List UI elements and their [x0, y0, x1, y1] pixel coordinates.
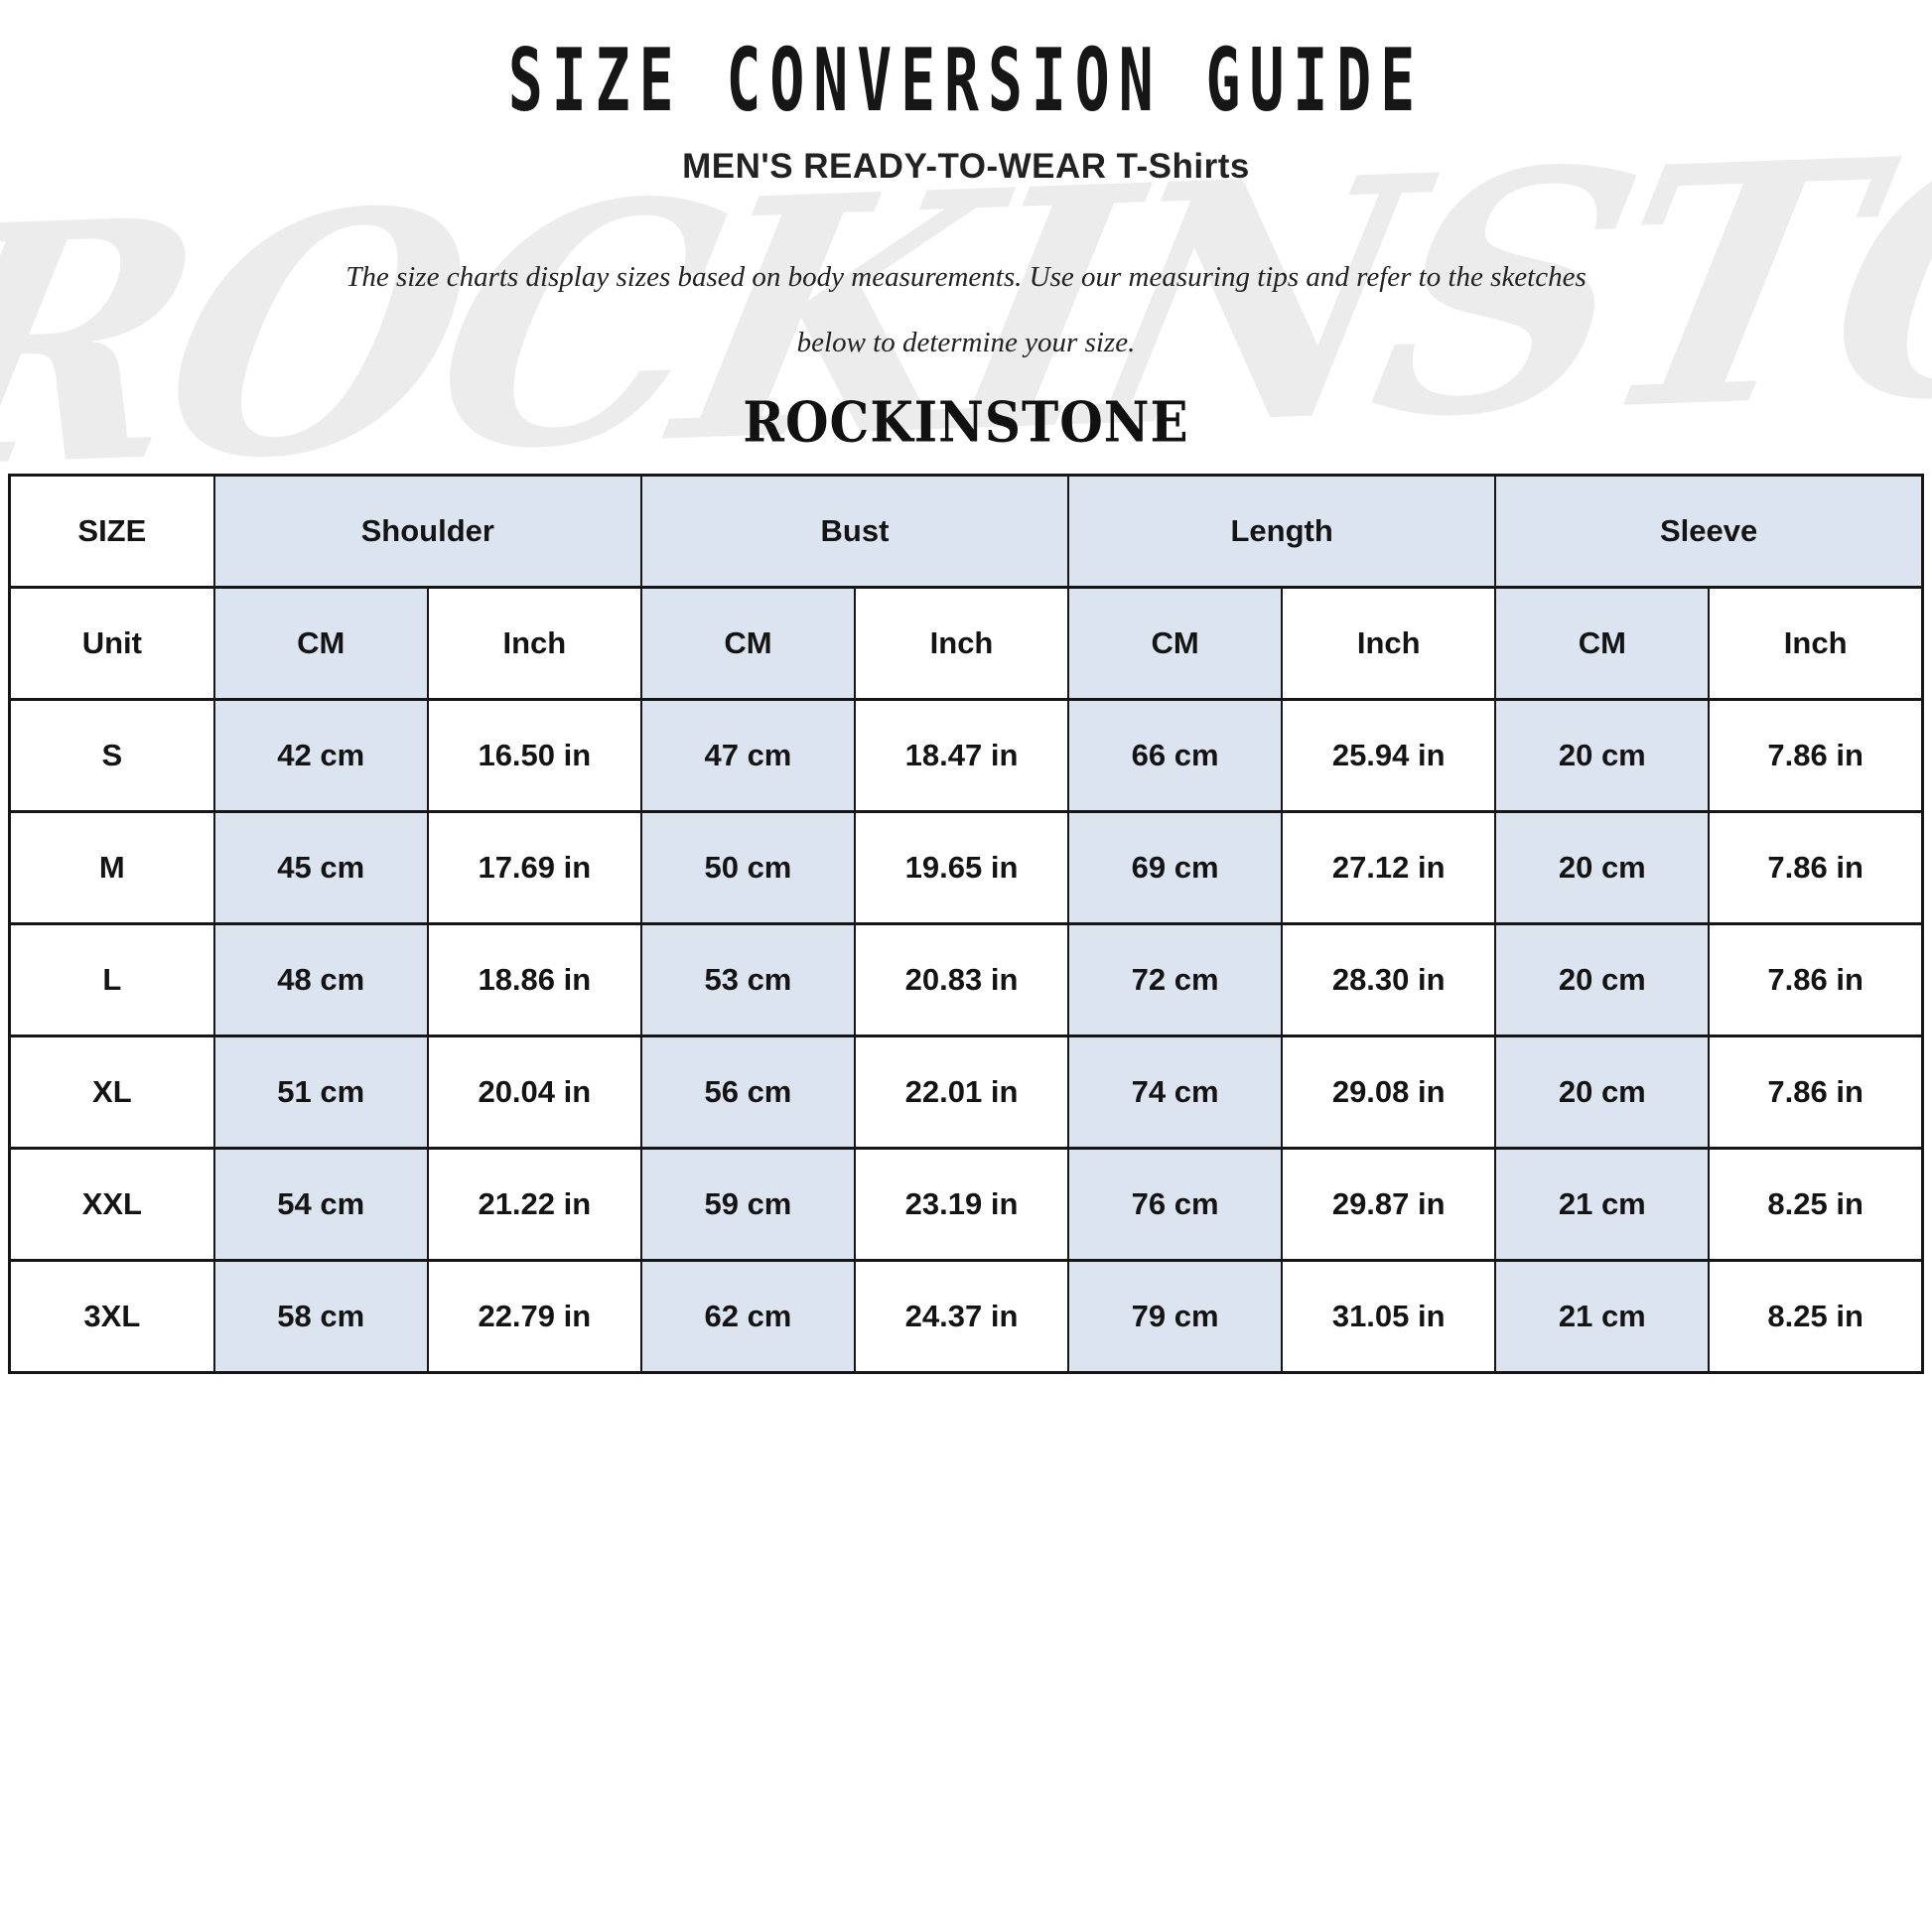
value-cell: 66 cm: [1067, 698, 1284, 813]
table-row: 3XL 58 cm 22.79 in 62 cm 24.37 in 79 cm …: [8, 1259, 1924, 1374]
value-cell: 21.22 in: [426, 1147, 642, 1262]
value-cell: 8.25 in: [1708, 1147, 1924, 1262]
col-header-shoulder: Shoulder: [212, 474, 642, 589]
value-cell: 22.01 in: [853, 1035, 1070, 1150]
value-cell: 59 cm: [639, 1147, 856, 1262]
value-cell: 53 cm: [639, 922, 856, 1037]
value-cell: 7.86 in: [1708, 1035, 1924, 1150]
description-line-2: below to determine your size.: [796, 327, 1136, 358]
table-row: XXL 54 cm 21.22 in 59 cm 23.19 in 76 cm …: [8, 1147, 1924, 1262]
value-cell: 20 cm: [1494, 1035, 1711, 1150]
unit-cell: Inch: [853, 586, 1070, 701]
table-unit-row: Unit CM Inch CM Inch CM Inch CM Inch: [8, 586, 1924, 701]
value-cell: 7.86 in: [1708, 810, 1924, 925]
value-cell: 24.37 in: [853, 1259, 1070, 1374]
col-header-bust: Bust: [639, 474, 1070, 589]
value-cell: 20.83 in: [853, 922, 1070, 1037]
value-cell: 21 cm: [1494, 1259, 1711, 1374]
value-cell: 20.04 in: [426, 1035, 642, 1150]
value-cell: 51 cm: [212, 1035, 429, 1150]
value-cell: 20 cm: [1494, 922, 1711, 1037]
value-cell: 74 cm: [1067, 1035, 1284, 1150]
value-cell: 48 cm: [212, 922, 429, 1037]
subtitle-main: MEN'S READY-TO-WEAR: [682, 147, 1107, 186]
value-cell: 50 cm: [639, 810, 856, 925]
size-cell: M: [8, 810, 215, 925]
table-row: L 48 cm 18.86 in 53 cm 20.83 in 72 cm 28…: [8, 922, 1924, 1037]
table-row: M 45 cm 17.69 in 50 cm 19.65 in 69 cm 27…: [8, 810, 1924, 925]
size-cell: L: [8, 922, 215, 1037]
value-cell: 29.08 in: [1281, 1035, 1497, 1150]
value-cell: 62 cm: [639, 1259, 856, 1374]
value-cell: 58 cm: [212, 1259, 429, 1374]
value-cell: 25.94 in: [1281, 698, 1497, 813]
value-cell: 7.86 in: [1708, 922, 1924, 1037]
table-group-header-row: SIZE Shoulder Bust Length Sleeve: [8, 474, 1924, 589]
value-cell: 47 cm: [639, 698, 856, 813]
brand-name: ROCKINSTONE: [743, 389, 1189, 456]
size-cell: S: [8, 698, 215, 813]
value-cell: 17.69 in: [426, 810, 642, 925]
value-cell: 16.50 in: [426, 698, 642, 813]
table-row: S 42 cm 16.50 in 47 cm 18.47 in 66 cm 25…: [8, 698, 1924, 813]
value-cell: 79 cm: [1067, 1259, 1284, 1374]
page-title: SIZE CONVERSION GUIDE: [507, 30, 1425, 131]
value-cell: 18.86 in: [426, 922, 642, 1037]
value-cell: 22.79 in: [426, 1259, 642, 1374]
value-cell: 21 cm: [1494, 1147, 1711, 1262]
value-cell: 27.12 in: [1281, 810, 1497, 925]
page-subtitle: MEN'S READY-TO-WEAR T-Shirts: [0, 147, 1932, 187]
table-row: XL 51 cm 20.04 in 56 cm 22.01 in 74 cm 2…: [8, 1035, 1924, 1150]
value-cell: 18.47 in: [853, 698, 1070, 813]
size-cell: 3XL: [8, 1259, 215, 1374]
value-cell: 45 cm: [212, 810, 429, 925]
corner-cell: SIZE: [8, 474, 215, 589]
unit-cell: Inch: [1708, 586, 1924, 701]
col-header-sleeve: Sleeve: [1494, 474, 1924, 589]
value-cell: 8.25 in: [1708, 1259, 1924, 1374]
value-cell: 28.30 in: [1281, 922, 1497, 1037]
value-cell: 56 cm: [639, 1035, 856, 1150]
size-cell: XXL: [8, 1147, 215, 1262]
description: The size charts display sizes based on b…: [0, 244, 1932, 375]
value-cell: 69 cm: [1067, 810, 1284, 925]
unit-cell: CM: [1494, 586, 1711, 701]
subtitle-suffix: T-Shirts: [1116, 147, 1250, 186]
value-cell: 72 cm: [1067, 922, 1284, 1037]
col-header-length: Length: [1067, 474, 1497, 589]
unit-cell: Inch: [426, 586, 642, 701]
value-cell: 20 cm: [1494, 810, 1711, 925]
description-line-1: The size charts display sizes based on b…: [345, 261, 1587, 293]
value-cell: 31.05 in: [1281, 1259, 1497, 1374]
value-cell: 19.65 in: [853, 810, 1070, 925]
value-cell: 20 cm: [1494, 698, 1711, 813]
size-conversion-table: SIZE Shoulder Bust Length Sleeve Unit CM…: [8, 474, 1924, 1374]
value-cell: 42 cm: [212, 698, 429, 813]
value-cell: 29.87 in: [1281, 1147, 1497, 1262]
value-cell: 76 cm: [1067, 1147, 1284, 1262]
value-cell: 23.19 in: [853, 1147, 1070, 1262]
value-cell: 54 cm: [212, 1147, 429, 1262]
size-cell: XL: [8, 1035, 215, 1150]
unit-label-cell: Unit: [8, 586, 215, 701]
unit-cell: Inch: [1281, 586, 1497, 701]
header: SIZE CONVERSION GUIDE MEN'S READY-TO-WEA…: [0, 0, 1932, 455]
unit-cell: CM: [212, 586, 429, 701]
unit-cell: CM: [639, 586, 856, 701]
value-cell: 7.86 in: [1708, 698, 1924, 813]
unit-cell: CM: [1067, 586, 1284, 701]
